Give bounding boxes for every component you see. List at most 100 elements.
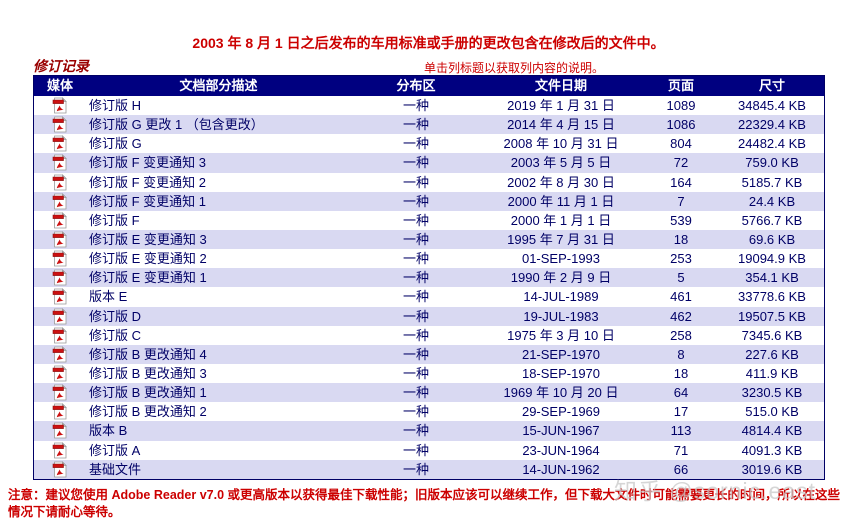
- pdf-file-icon[interactable]: [52, 288, 68, 305]
- document-description: 修订版 H: [89, 98, 142, 113]
- media-cell: [34, 287, 86, 306]
- distribution-value: 一种: [402, 385, 429, 401]
- column-header-media[interactable]: 媒体: [46, 78, 73, 93]
- file-date-value: 1990 年 2 月 9 日: [510, 270, 612, 286]
- file-date-value: 2008 年 10 月 31 日: [503, 136, 619, 152]
- table-row: 修订版 H 一种 2019 年 1 月 31 日 1089 34845.4 KB: [34, 96, 824, 116]
- media-cell: [34, 96, 86, 115]
- file-date-value: 14-JUN-1962: [522, 461, 600, 477]
- pdf-file-icon[interactable]: [52, 116, 68, 133]
- document-description: 修订版 F 变更通知 3: [89, 155, 207, 171]
- file-size-value: 3230.5 KB: [741, 385, 803, 401]
- pdf-file-icon[interactable]: [52, 441, 68, 459]
- pdf-file-icon[interactable]: [52, 403, 68, 420]
- column-header-file-date[interactable]: 文件日期: [534, 78, 587, 93]
- document-description: 修订版 D: [89, 308, 142, 324]
- file-date-value: 1995 年 7 月 31 日: [507, 231, 615, 247]
- page-count-value: 5: [677, 270, 685, 286]
- pdf-file-icon[interactable]: [52, 365, 68, 382]
- document-description: 修订版 G 更改 1 （包含更改）: [89, 117, 264, 133]
- distribution-value: 一种: [402, 404, 429, 420]
- page-count-value: 1086: [666, 117, 696, 133]
- pdf-file-icon[interactable]: [52, 192, 68, 210]
- file-date-value: 2014 年 4 月 15 日: [507, 117, 615, 133]
- table-row: 修订版 B 更改通知 4 一种 21-SEP-1970 8 227.6 KB: [34, 344, 824, 364]
- pdf-file-icon[interactable]: [52, 384, 68, 401]
- media-cell: [34, 364, 86, 383]
- document-description: 修订版 B 更改通知 1: [89, 385, 207, 401]
- pdf-file-icon[interactable]: [52, 97, 68, 114]
- page-count-value: 539: [670, 212, 692, 228]
- table-row: 修订版 E 变更通知 2 一种 01-SEP-1993 253 19094.9 …: [34, 249, 824, 269]
- document-description: 修订版 G: [89, 136, 142, 152]
- file-date-value: 2002 年 8 月 30 日: [507, 174, 615, 190]
- file-size-value: 69.6 KB: [748, 231, 796, 247]
- page-count-value: 7: [677, 193, 685, 209]
- pdf-file-icon[interactable]: [52, 173, 68, 191]
- table-row: 修订版 D 一种 19-JUL-1983 462 19507.5 KB: [34, 306, 824, 326]
- media-cell: [34, 192, 86, 211]
- file-size-value: 4091.3 KB: [741, 442, 803, 458]
- page-count-value: 462: [670, 308, 692, 324]
- file-date-value: 19-JUL-1983: [523, 308, 599, 324]
- table-row: 修订版 G 一种 2008 年 10 月 31 日 804 24482.4 KB: [34, 134, 824, 154]
- pdf-file-icon[interactable]: [52, 250, 68, 267]
- pdf-file-icon[interactable]: [52, 135, 68, 152]
- page-count-value: 18: [673, 231, 689, 247]
- column-header-description[interactable]: 文档部分描述: [179, 78, 258, 93]
- pdf-file-icon[interactable]: [52, 269, 68, 286]
- document-description: 修订版 F 变更通知 2: [89, 174, 207, 190]
- table-row: 修订版 E 变更通知 1 一种 1990 年 2 月 9 日 5 354.1 K…: [34, 268, 824, 288]
- document-description: 修订版 A: [89, 442, 141, 458]
- table-row: 修订版 B 更改通知 3 一种 18-SEP-1970 18 411.9 KB: [34, 363, 824, 384]
- media-cell: [34, 249, 86, 268]
- media-cell: [34, 230, 86, 249]
- file-date-value: 2000 年 11 月 1 日: [507, 193, 615, 209]
- pdf-file-icon[interactable]: [52, 326, 68, 344]
- media-cell: [34, 460, 86, 479]
- file-date-value: 1969 年 10 月 20 日: [503, 385, 619, 401]
- distribution-value: 一种: [402, 212, 429, 228]
- distribution-value: 一种: [402, 155, 429, 171]
- file-size-value: 411.9 KB: [745, 365, 799, 381]
- pdf-file-icon[interactable]: [52, 460, 68, 478]
- media-cell: [34, 211, 86, 230]
- pdf-file-icon[interactable]: [52, 211, 68, 229]
- document-description: 基础文件: [89, 461, 142, 477]
- column-header-distribution[interactable]: 分布区: [396, 78, 436, 93]
- page-count-value: 258: [670, 327, 692, 343]
- column-header-size[interactable]: 尺寸: [758, 78, 785, 93]
- distribution-value: 一种: [402, 251, 429, 267]
- media-cell: [34, 134, 86, 153]
- pdf-file-icon[interactable]: [52, 307, 68, 325]
- document-description: 版本 B: [89, 423, 128, 439]
- file-size-value: 19507.5 KB: [738, 308, 806, 324]
- file-size-value: 3019.6 KB: [741, 461, 803, 477]
- file-size-value: 24.4 KB: [748, 193, 796, 209]
- file-date-value: 23-JUN-1964: [522, 442, 600, 458]
- pdf-file-icon[interactable]: [52, 154, 68, 171]
- file-size-value: 515.0 KB: [745, 404, 799, 420]
- table-row: 修订版 F 变更通知 2 一种 2002 年 8 月 30 日 164 5185…: [34, 172, 824, 192]
- media-cell: [34, 307, 86, 326]
- distribution-value: 一种: [402, 346, 429, 362]
- file-date-value: 1975 年 3 月 10 日: [507, 327, 615, 343]
- file-date-value: 29-SEP-1969: [521, 404, 601, 420]
- table-row: 修订版 C 一种 1975 年 3 月 10 日 258 7345.6 KB: [34, 325, 824, 345]
- notice-prefix: 注意：: [8, 488, 46, 502]
- revision-record-label: 修订记录: [33, 58, 89, 74]
- column-header-pages[interactable]: 页面: [667, 78, 694, 93]
- pdf-file-icon[interactable]: [52, 422, 68, 439]
- page-count-value: 113: [670, 423, 692, 439]
- page-count-value: 64: [673, 385, 689, 401]
- document-description: 修订版 B 更改通知 3: [89, 365, 207, 381]
- page-title: 2003 年 8 月 1 日之后发布的车用标准或手册的更改包含在修改后的文件中。: [192, 35, 665, 51]
- document-description: 修订版 E 变更通知 2: [89, 251, 207, 267]
- revision-table: 媒体 文档部分描述 分布区 文件日期 页面 尺寸 修订版 H 一种 2019 年…: [33, 75, 825, 480]
- pdf-file-icon[interactable]: [52, 231, 68, 248]
- pdf-file-icon[interactable]: [52, 345, 68, 363]
- media-cell: [34, 421, 86, 440]
- file-size-value: 22329.4 KB: [738, 117, 806, 133]
- file-size-value: 34845.4 KB: [738, 98, 806, 113]
- page-count-value: 1089: [666, 98, 696, 113]
